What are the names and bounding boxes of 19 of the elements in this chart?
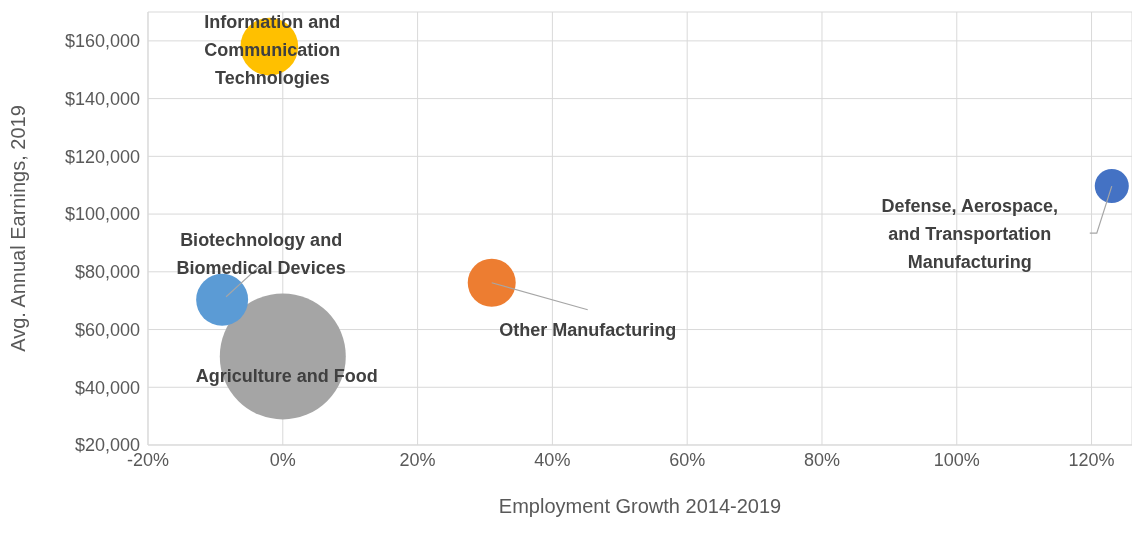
y-tick-label: $160,000 (64, 31, 140, 52)
y-tick-label: $100,000 (64, 204, 140, 225)
y-tick-label: $140,000 (64, 88, 140, 109)
x-tick-label: 0% (269, 449, 296, 470)
y-tick-label: $80,000 (74, 262, 140, 283)
text: Defense, Aerospace, and Transportation Manufacturing (881, 196, 1058, 273)
y-tick-label: $40,000 (74, 377, 140, 398)
y-tick-label: $60,000 (74, 319, 140, 340)
series-label: Biotechnology and Biomedical Devices (176, 229, 346, 278)
x-tick-label: 120% (1068, 449, 1115, 470)
x-tick-label: 40% (534, 449, 571, 470)
x-tick-label: 20% (399, 449, 436, 470)
x-tick-label: 60% (669, 449, 706, 470)
x-tick-label: 100% (933, 449, 980, 470)
x-tick-label: 80% (803, 449, 840, 470)
x-axis-title: Employment Growth 2014-2019 (498, 495, 782, 517)
y-tick-label: $120,000 (64, 146, 140, 167)
series-label: Other Manufacturing (499, 319, 677, 340)
y-axis-title: Avg. Annual Earnings, 2019 (7, 105, 30, 352)
